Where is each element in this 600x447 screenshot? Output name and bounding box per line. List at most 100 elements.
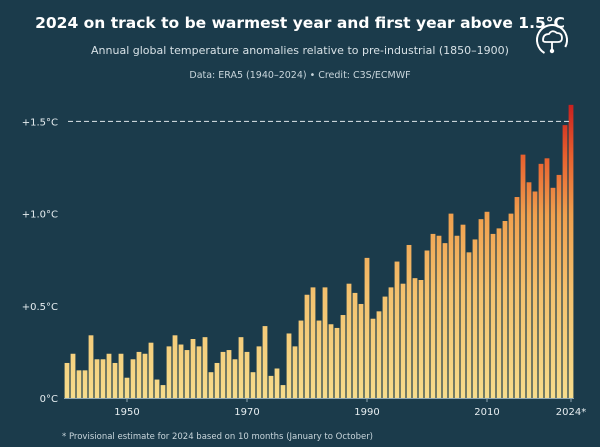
bar-1989 xyxy=(358,303,364,398)
bar-1971 xyxy=(250,372,256,398)
thermometer-cloud-icon xyxy=(536,24,568,56)
bar-1948 xyxy=(112,362,118,398)
bar-1965 xyxy=(214,362,220,398)
bar-2003 xyxy=(442,243,448,398)
bar-1990 xyxy=(364,257,370,399)
bar-1952 xyxy=(136,351,142,398)
bar-2016 xyxy=(520,154,526,399)
bar-2001 xyxy=(430,233,436,398)
bar-1967 xyxy=(226,350,232,398)
bar-1951 xyxy=(130,359,136,398)
bar-1964 xyxy=(208,372,214,398)
y-tick-label: +0.5°C xyxy=(22,302,58,313)
bar-1968 xyxy=(232,359,238,398)
x-tick-label: 1950 xyxy=(114,407,139,418)
y-axis: 0°C +0.5°C +1.0°C +1.5°C xyxy=(22,117,58,405)
chart-source-credit: Data: ERA5 (1940–2024) • Credit: C3S/ECM… xyxy=(189,70,411,81)
bar-1985 xyxy=(334,327,340,398)
bar-1950 xyxy=(124,377,130,398)
y-tick-label: +1.0°C xyxy=(22,210,58,221)
bar-2014 xyxy=(508,213,514,399)
bar-1979 xyxy=(298,320,304,398)
x-tick-label: 2024* xyxy=(556,407,586,418)
bar-2004 xyxy=(448,213,454,399)
bar-1963 xyxy=(202,337,208,398)
bar-2020 xyxy=(544,158,550,398)
bar-1972 xyxy=(256,346,262,399)
bar-2009 xyxy=(478,219,484,398)
bar-1969 xyxy=(238,337,244,398)
bar-1983 xyxy=(322,287,328,399)
bar-2019 xyxy=(538,163,544,398)
bar-2024 xyxy=(568,104,574,398)
bars-group xyxy=(64,104,574,399)
bar-1947 xyxy=(106,353,112,398)
bar-1986 xyxy=(340,315,346,398)
bar-2006 xyxy=(460,224,466,398)
bar-1944 xyxy=(88,335,94,398)
bar-1962 xyxy=(196,346,202,399)
bar-1940 xyxy=(64,362,70,398)
bar-1966 xyxy=(220,351,226,398)
bar-1988 xyxy=(352,292,358,398)
bar-2013 xyxy=(502,221,508,398)
y-tick-label: 0°C xyxy=(40,394,58,405)
footnote: * Provisional estimate for 2024 based on… xyxy=(62,432,374,442)
bar-1981 xyxy=(310,287,316,399)
bar-1961 xyxy=(190,339,196,398)
bar-2010 xyxy=(484,211,490,398)
bar-1993 xyxy=(382,296,388,398)
bar-1980 xyxy=(304,294,310,398)
bar-1984 xyxy=(328,324,334,398)
bar-1943 xyxy=(82,370,88,398)
bar-1976 xyxy=(280,385,286,398)
bar-2012 xyxy=(496,228,502,399)
bar-1955 xyxy=(154,379,160,398)
bar-2000 xyxy=(424,250,430,398)
bar-1953 xyxy=(142,353,148,398)
bar-1977 xyxy=(286,333,292,398)
bar-1982 xyxy=(316,320,322,398)
bar-1999 xyxy=(418,280,424,398)
bar-2007 xyxy=(466,252,472,398)
bar-1978 xyxy=(292,346,298,399)
chart-subtitle: Annual global temperature anomalies rela… xyxy=(91,44,509,57)
chart-title: 2024 on track to be warmest year and fir… xyxy=(35,14,565,32)
bar-1956 xyxy=(160,385,166,398)
bar-1995 xyxy=(394,261,400,398)
y-tick-label: +1.5°C xyxy=(22,117,58,128)
bar-2005 xyxy=(454,235,460,398)
bar-2011 xyxy=(490,233,496,398)
bar-1942 xyxy=(76,370,82,398)
x-tick-label: 1990 xyxy=(354,407,379,418)
x-tick-label: 1970 xyxy=(234,407,259,418)
bar-1958 xyxy=(172,335,178,398)
bar-1991 xyxy=(370,318,376,398)
bar-1974 xyxy=(268,375,274,399)
bar-1997 xyxy=(406,244,412,398)
bar-1945 xyxy=(94,359,100,398)
bar-1960 xyxy=(184,350,190,398)
bar-1975 xyxy=(274,368,280,398)
bar-2023 xyxy=(562,125,568,399)
x-tick-label: 2010 xyxy=(474,407,499,418)
bar-1946 xyxy=(100,359,106,398)
bar-1959 xyxy=(178,344,184,398)
bar-1954 xyxy=(148,342,154,398)
bar-2021 xyxy=(550,187,556,398)
bar-2017 xyxy=(526,182,532,398)
x-axis: 1950 1970 1990 2010 2024* xyxy=(64,398,586,418)
bar-2018 xyxy=(532,191,538,398)
bar-1992 xyxy=(376,311,382,398)
bar-2002 xyxy=(436,235,442,398)
bar-1973 xyxy=(262,326,268,398)
bar-1957 xyxy=(166,346,172,399)
bar-1987 xyxy=(346,283,352,398)
bar-1970 xyxy=(244,351,250,398)
bar-1998 xyxy=(412,278,418,398)
bar-1941 xyxy=(70,353,76,398)
bar-2008 xyxy=(472,239,478,398)
bar-2022 xyxy=(556,174,562,398)
bar-1994 xyxy=(388,287,394,399)
